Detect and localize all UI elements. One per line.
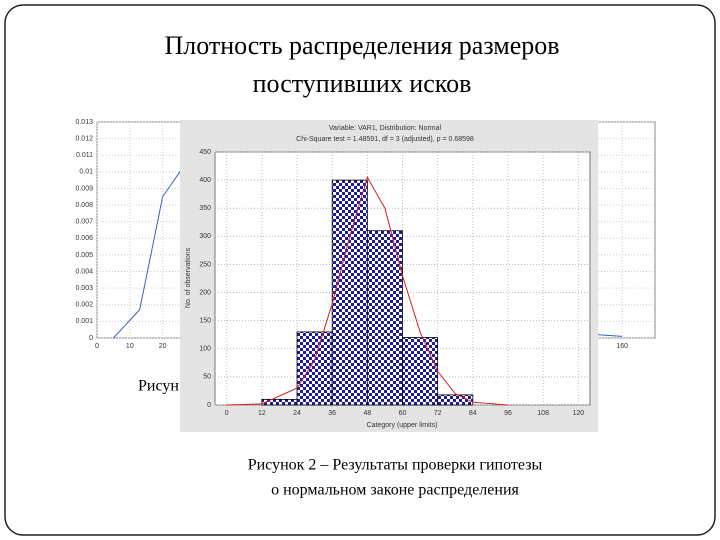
y-tick-label: 0.01 bbox=[79, 169, 93, 176]
caption: Рисунок 2 – Результаты проверки гипотезы bbox=[248, 457, 543, 474]
x-tick-label: 120 bbox=[572, 410, 584, 417]
y-tick-label: 0.011 bbox=[76, 152, 93, 159]
y-tick-label: 450 bbox=[199, 149, 211, 156]
histogram-bar bbox=[296, 331, 333, 406]
x-tick-label: 108 bbox=[537, 410, 549, 417]
x-tick-label: 10 bbox=[126, 343, 134, 350]
y-tick-label: 0.007 bbox=[75, 219, 93, 226]
y-tick-label: 400 bbox=[199, 177, 211, 184]
x-axis-label: Category (upper limits) bbox=[367, 422, 438, 429]
y-tick-label: 300 bbox=[199, 233, 211, 240]
x-tick-label: 48 bbox=[363, 410, 371, 417]
y-tick-label: 0.004 bbox=[75, 268, 93, 275]
x-tick-label: 36 bbox=[328, 410, 336, 417]
y-tick-label: 0.012 bbox=[75, 135, 93, 142]
y-tick-label: 0 bbox=[207, 402, 211, 409]
slide-title: Плотность распределения размеров bbox=[164, 31, 559, 60]
x-tick-label: 72 bbox=[434, 410, 442, 417]
y-tick-label: 100 bbox=[199, 346, 211, 353]
y-axis-label: No. of observations bbox=[185, 247, 192, 308]
y-tick-label: 50 bbox=[203, 374, 211, 381]
y-tick-label: 0.008 bbox=[75, 202, 93, 209]
y-tick-label: 0 bbox=[89, 335, 93, 342]
y-tick-label: 0.005 bbox=[75, 252, 93, 259]
y-tick-label: 250 bbox=[199, 261, 211, 268]
x-tick-label: 12 bbox=[258, 410, 266, 417]
chart-subtitle: Chi-Square test = 1.48591, df = 3 (adjus… bbox=[296, 136, 474, 143]
histogram-bar bbox=[261, 398, 298, 406]
x-tick-label: 84 bbox=[469, 410, 477, 417]
histogram-bar bbox=[437, 394, 474, 406]
x-tick-label: 60 bbox=[399, 410, 407, 417]
y-tick-label: 0.001 bbox=[75, 318, 93, 325]
x-tick-label: 160 bbox=[616, 343, 628, 350]
histogram-bar bbox=[366, 230, 403, 406]
y-tick-label: 200 bbox=[199, 289, 211, 296]
y-tick-label: 150 bbox=[199, 318, 211, 325]
x-tick-label: 24 bbox=[293, 410, 301, 417]
y-tick-label: 350 bbox=[199, 205, 211, 212]
slide-title: поступивших исков bbox=[253, 69, 472, 98]
y-tick-label: 0.003 bbox=[75, 285, 93, 292]
histogram-bar bbox=[402, 337, 439, 406]
y-tick-label: 0.009 bbox=[75, 185, 93, 192]
x-tick-label: 20 bbox=[159, 343, 167, 350]
histogram-panel: Variable: VAR1, Distribution: Normal Chi-… bbox=[180, 120, 598, 432]
fit-curve bbox=[226, 176, 509, 406]
x-tick-label: 0 bbox=[225, 410, 229, 417]
chart-title: Variable: VAR1, Distribution: Normal bbox=[329, 125, 442, 132]
y-tick-label: 0.013 bbox=[75, 119, 93, 126]
x-tick-label: 96 bbox=[504, 410, 512, 417]
histogram-bar bbox=[331, 179, 368, 406]
x-tick-label: 0 bbox=[95, 343, 99, 350]
y-tick-label: 0.002 bbox=[75, 302, 93, 309]
caption: о нормальном законе распределения bbox=[271, 482, 519, 499]
y-tick-label: 0.006 bbox=[75, 235, 93, 242]
caption: Рисун bbox=[138, 378, 179, 395]
